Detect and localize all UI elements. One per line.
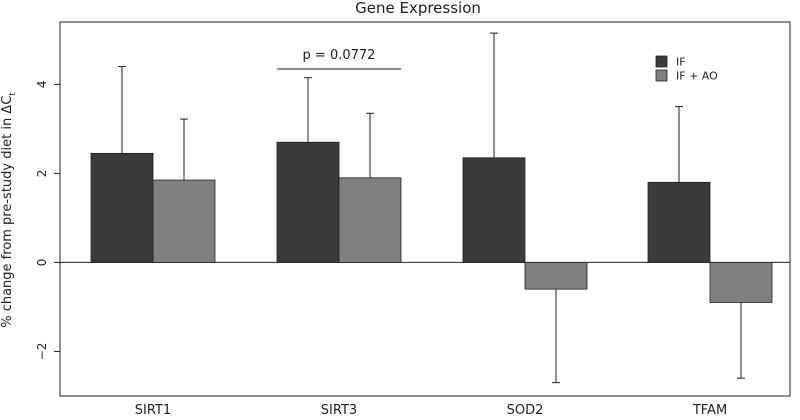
x-tick-label: SIRT1 (135, 403, 171, 418)
plot-frame (59, 21, 791, 397)
p-value-annotation: p = 0.0772 (277, 48, 401, 70)
bar-sirt1-if (90, 152, 154, 263)
y-axis-label-main: % change from pre-study diet in ΔC (0, 96, 15, 328)
legend: IF IF + AO (655, 55, 718, 83)
bar-sirt1-if-ao (152, 179, 216, 263)
annotation-text: p = 0.0772 (303, 48, 376, 63)
bar-sod2-if (462, 157, 526, 263)
bar-tfam-if (647, 181, 711, 263)
legend-swatch-if (655, 55, 668, 68)
bar-sirt3-if (276, 141, 340, 263)
bar-sod2-if-ao (524, 262, 588, 290)
y-tick-label: 0 (35, 259, 49, 267)
legend-label-if-ao: IF + AO (676, 70, 718, 83)
y-axis-label-subscript: t (8, 92, 18, 96)
y-axis-label: % change from pre-study diet in ΔCt (0, 92, 18, 328)
bar-sirt3-if-ao (338, 177, 402, 263)
chart-title: Gene Expression (355, 0, 481, 17)
y-tick-label: −2 (35, 343, 49, 361)
y-tick-label: 4 (35, 81, 49, 89)
x-tick-label: TFAM (692, 403, 727, 418)
bar-tfam-if-ao (709, 262, 773, 303)
legend-label-if: IF (676, 56, 686, 69)
y-tick-label: 2 (35, 170, 49, 178)
x-tick-label: SIRT3 (321, 403, 357, 418)
legend-swatch-if-ao (655, 69, 668, 82)
x-tick-label: SOD2 (507, 403, 544, 418)
